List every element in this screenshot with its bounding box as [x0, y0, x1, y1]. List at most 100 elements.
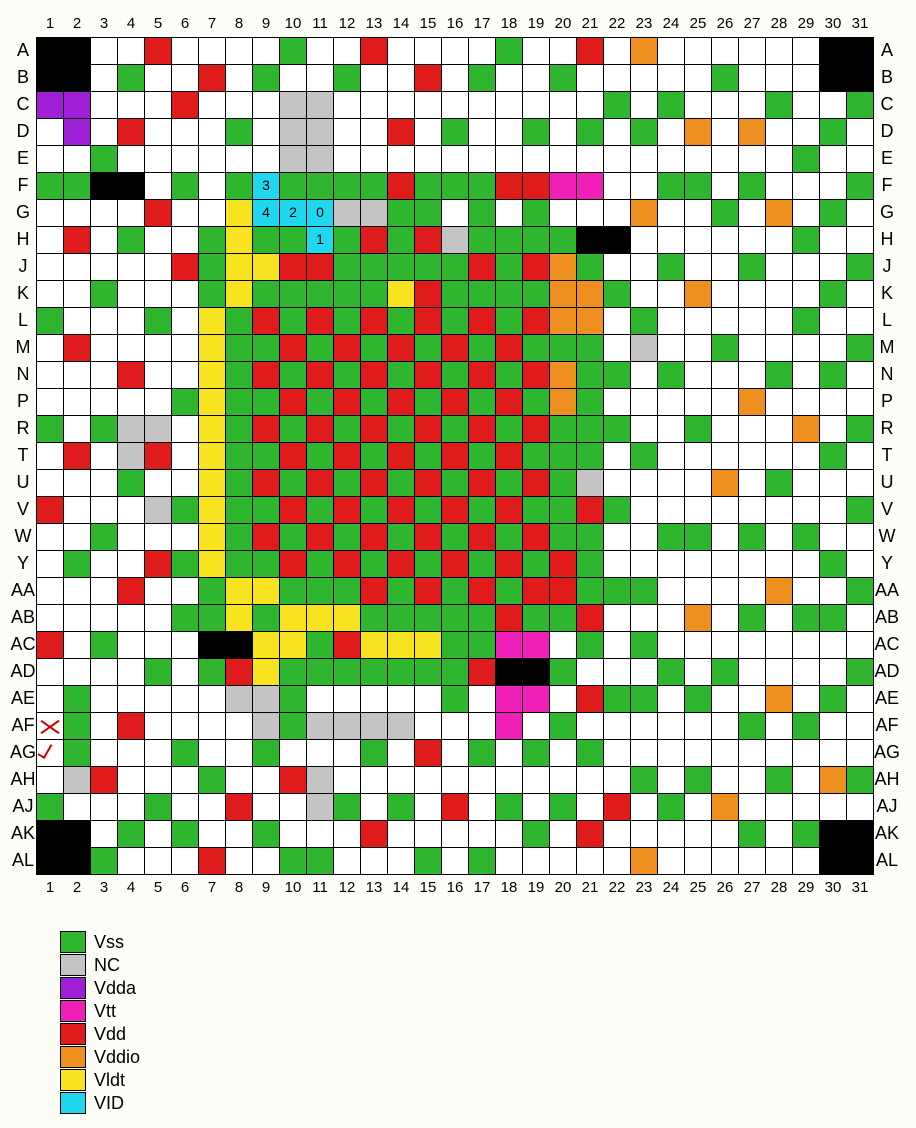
grid-cell — [91, 712, 118, 739]
grid-cell — [496, 820, 523, 847]
grid-cell — [820, 388, 847, 415]
grid-cell — [37, 37, 64, 64]
grid-cell — [766, 685, 793, 712]
grid-cell — [469, 253, 496, 280]
grid-cell — [631, 658, 658, 685]
grid-cell — [550, 820, 577, 847]
grid-cell — [685, 226, 712, 253]
row-label-left: U — [10, 469, 37, 496]
grid-cell — [334, 388, 361, 415]
row-label-left: M — [10, 334, 37, 361]
grid-cell — [37, 334, 64, 361]
grid-cell — [577, 307, 604, 334]
grid-cell — [199, 712, 226, 739]
grid-cell — [685, 91, 712, 118]
grid-cell — [307, 577, 334, 604]
grid-cell — [793, 361, 820, 388]
grid-cell — [820, 334, 847, 361]
grid-cell — [388, 280, 415, 307]
grid-cell — [37, 469, 64, 496]
grid-cell — [739, 226, 766, 253]
grid-cell — [442, 766, 469, 793]
grid-cell — [145, 820, 172, 847]
grid-cell — [469, 334, 496, 361]
grid-cell — [712, 550, 739, 577]
row-label-left: T — [10, 442, 37, 469]
grid-cell — [550, 658, 577, 685]
row-label-right: AJ — [874, 793, 901, 820]
grid-cell — [550, 253, 577, 280]
grid-cell — [847, 361, 874, 388]
grid-cell — [631, 388, 658, 415]
grid-cell — [469, 550, 496, 577]
grid-cell — [64, 64, 91, 91]
grid-cell — [820, 145, 847, 172]
grid-cell — [388, 334, 415, 361]
grid-cell — [361, 739, 388, 766]
row-label-right: N — [874, 361, 901, 388]
grid-cell — [415, 739, 442, 766]
grid-cell — [631, 37, 658, 64]
grid-cell — [469, 91, 496, 118]
grid-cell — [199, 685, 226, 712]
grid-cell — [334, 712, 361, 739]
grid-cell — [388, 64, 415, 91]
row-label-right: L — [874, 307, 901, 334]
grid-cell — [469, 172, 496, 199]
row-label-right: AH — [874, 766, 901, 793]
grid-cell — [496, 145, 523, 172]
grid-cell — [658, 91, 685, 118]
grid-cell — [415, 199, 442, 226]
grid-cell — [577, 685, 604, 712]
grid-cell — [145, 604, 172, 631]
grid-cell — [226, 739, 253, 766]
grid-cell — [199, 91, 226, 118]
grid-cell — [388, 37, 415, 64]
grid-cell — [523, 415, 550, 442]
grid-cell — [118, 739, 145, 766]
grid-cell — [91, 199, 118, 226]
grid-cell — [307, 658, 334, 685]
grid-cell — [334, 604, 361, 631]
grid-cell — [631, 199, 658, 226]
grid-cell — [361, 118, 388, 145]
grid-cell — [550, 577, 577, 604]
grid-cell — [577, 847, 604, 874]
grid-cell — [145, 91, 172, 118]
grid-cell — [199, 118, 226, 145]
grid-cell — [577, 361, 604, 388]
grid-cell — [442, 469, 469, 496]
grid-cell — [685, 793, 712, 820]
grid-cell — [550, 226, 577, 253]
vid-number: 1 — [316, 231, 324, 247]
grid-cell — [37, 685, 64, 712]
grid-cell — [388, 820, 415, 847]
grid-cell — [37, 145, 64, 172]
grid-cell — [577, 550, 604, 577]
grid-cell — [37, 253, 64, 280]
grid-cell — [793, 307, 820, 334]
row-label-left: P — [10, 388, 37, 415]
grid-cell — [469, 496, 496, 523]
grid-cell — [604, 307, 631, 334]
grid-cell — [388, 631, 415, 658]
grid-cell — [712, 496, 739, 523]
grid-cell — [64, 253, 91, 280]
grid-cell — [199, 361, 226, 388]
grid-cell — [253, 118, 280, 145]
grid-cell — [253, 442, 280, 469]
grid-cell — [388, 469, 415, 496]
grid-cell — [334, 118, 361, 145]
grid-cell — [820, 415, 847, 442]
grid-cell — [442, 172, 469, 199]
grid-cell — [415, 307, 442, 334]
grid-cell — [118, 712, 145, 739]
grid-cell — [226, 442, 253, 469]
grid-cell — [388, 388, 415, 415]
grid-cell — [496, 37, 523, 64]
grid-cell — [820, 550, 847, 577]
grid-cell — [685, 172, 712, 199]
row-label-right: AC — [874, 631, 901, 658]
grid-cell — [307, 172, 334, 199]
grid-cell — [847, 604, 874, 631]
